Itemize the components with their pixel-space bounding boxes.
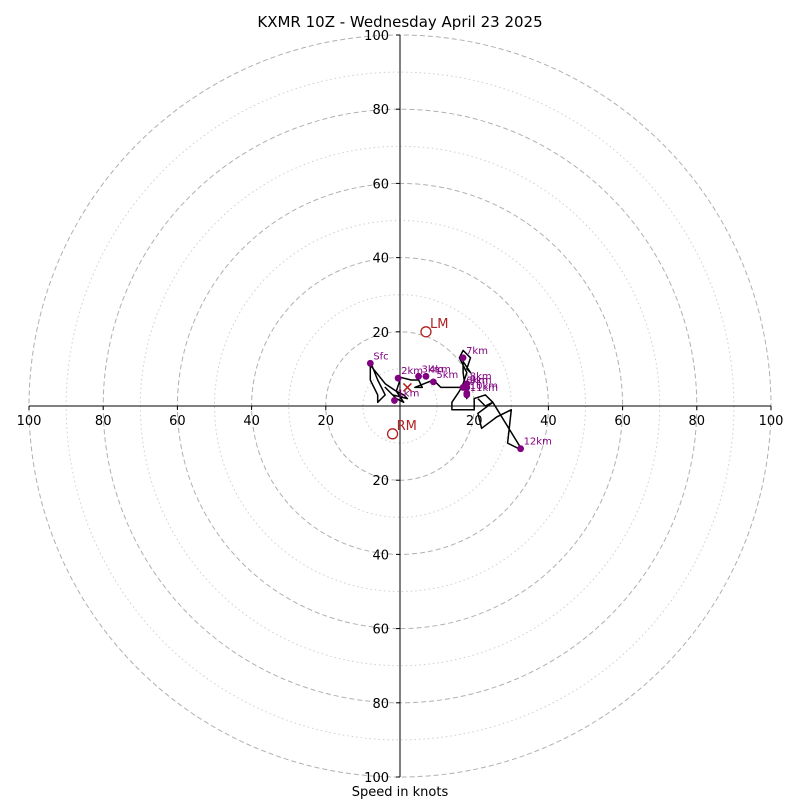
height-point-label: 7km	[466, 346, 488, 357]
tick-label-left: 40	[243, 414, 260, 429]
height-point-label: Sfc	[373, 351, 388, 362]
tick-label-right: 80	[689, 414, 706, 429]
wind-trace-line	[369, 349, 524, 452]
tick-label-right: 40	[540, 414, 557, 429]
tick-label-left: 80	[95, 414, 112, 429]
tick-label-bottom: 100	[364, 771, 389, 786]
tick-label-left: 60	[169, 414, 186, 429]
tick-label-left: 20	[318, 414, 335, 429]
mean-wind-marker	[402, 382, 412, 392]
storm-motions: LM RM	[386, 317, 448, 440]
height-point-label: 2km	[401, 366, 423, 377]
height-point-marker	[429, 378, 437, 386]
tick-label-right: 100	[759, 414, 784, 429]
axes	[29, 35, 771, 777]
height-point-label: 10km	[470, 381, 498, 392]
height-point-label: 6km	[466, 375, 488, 386]
height-point-marker	[415, 372, 422, 380]
height-point-label: 1km	[397, 388, 419, 399]
height-point-marker	[459, 354, 467, 362]
storm-motion-marker	[386, 428, 399, 440]
tick-label-right: 60	[614, 414, 631, 429]
chart-title: KXMR 10Z - Wednesday April 23 2025	[257, 13, 542, 31]
height-point-label: 9km	[470, 375, 492, 386]
storm-motion-label: RM	[397, 419, 417, 434]
tick-label-left: 100	[17, 414, 42, 429]
x-axis-label: Speed in knots	[352, 785, 449, 800]
tick-label-top: 100	[364, 29, 389, 44]
height-point-label: 8km	[470, 372, 492, 383]
height-point-marker	[422, 372, 430, 380]
height-point-label: 4km	[429, 364, 451, 375]
height-point-label: 5km	[436, 370, 458, 381]
height-point-marker	[366, 359, 374, 367]
tick-label-bottom: 80	[372, 697, 389, 712]
tick-label-bottom: 40	[372, 548, 389, 563]
height-point-marker	[463, 384, 471, 391]
tick-label-bottom: 60	[372, 623, 389, 638]
tick-label-top: 80	[372, 103, 389, 118]
height-point-label: 12km	[524, 437, 552, 448]
height-point-marker	[391, 397, 398, 404]
height-point-label: 3km	[422, 364, 444, 375]
storm-motion-marker	[420, 326, 432, 338]
height-point-label: 11km	[470, 383, 498, 394]
height-point-marker	[463, 391, 471, 399]
height-point-marker	[394, 374, 402, 382]
height-point-marker	[517, 445, 524, 453]
tick-label-top: 60	[372, 177, 389, 192]
wind-trace	[369, 349, 524, 452]
tick-label-bottom: 20	[372, 474, 389, 489]
storm-motion-label: LM	[430, 317, 448, 332]
tick-label-top: 40	[372, 252, 389, 267]
tick-label-top: 20	[372, 326, 389, 341]
